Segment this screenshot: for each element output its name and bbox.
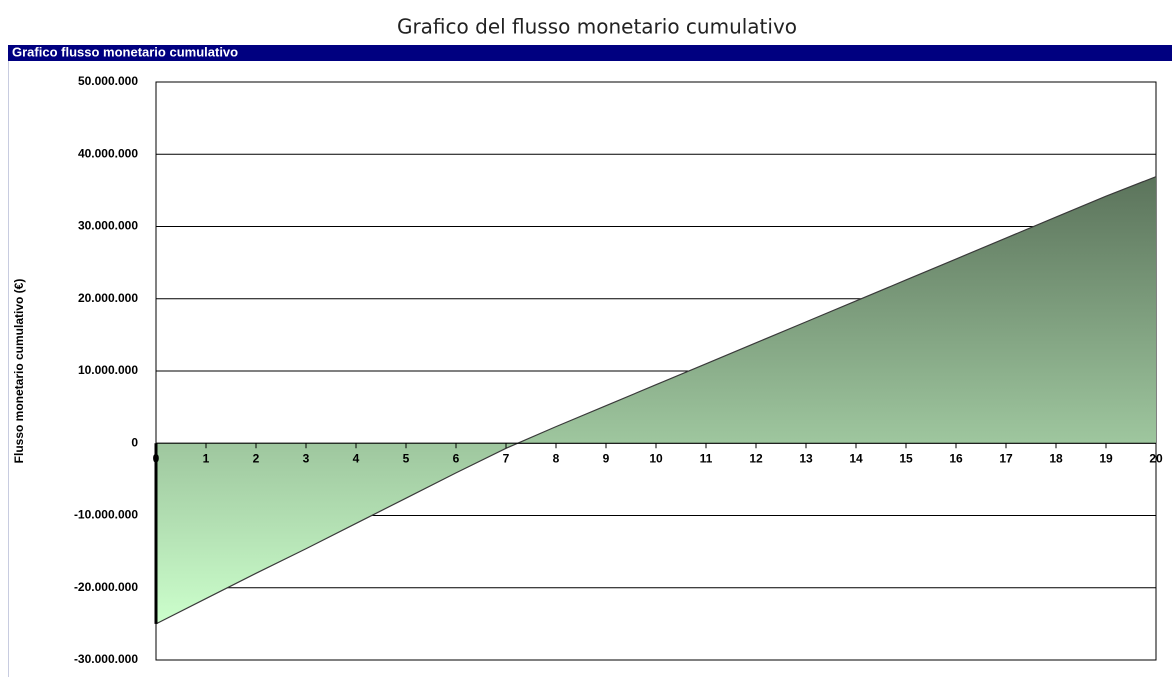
page-title: Grafico del flusso monetario cumulativo	[397, 15, 797, 39]
y-tick-label: -10.000.000	[74, 508, 138, 522]
x-tick-label: 13	[799, 451, 813, 465]
x-tick-label: 9	[603, 451, 610, 465]
y-tick-label: -20.000.000	[74, 580, 138, 594]
x-tick-label: 1	[203, 451, 210, 465]
x-tick-label: 17	[999, 451, 1013, 465]
y-tick-label: 10.000.000	[78, 363, 138, 377]
x-tick-label: 5	[403, 451, 410, 465]
x-tick-label: 14	[849, 451, 863, 465]
y-tick-label: 50.000.000	[78, 74, 138, 88]
y-tick-label: 30.000.000	[78, 219, 138, 233]
y-tick-label: -30.000.000	[74, 652, 138, 666]
x-tick-label: 10	[649, 451, 663, 465]
x-tick-label: 8	[553, 451, 560, 465]
x-tick-label: 12	[749, 451, 763, 465]
y-tick-label: 40.000.000	[78, 146, 138, 160]
x-tick-label: 7	[503, 451, 510, 465]
x-tick-label: 19	[1099, 451, 1113, 465]
title-bar	[8, 45, 1172, 61]
x-tick-label: 16	[949, 451, 963, 465]
x-tick-label: 0	[153, 451, 160, 465]
y-axis-label: Flusso monetario cumulativo (€)	[12, 279, 26, 464]
x-tick-label: 3	[303, 451, 310, 465]
y-tick-label: 0	[131, 435, 138, 449]
x-tick-label: 15	[899, 451, 913, 465]
chart-title: Grafico flusso monetario cumulativo	[12, 44, 238, 59]
x-tick-label: 20	[1149, 451, 1163, 465]
x-tick-label: 18	[1049, 451, 1063, 465]
x-tick-label: 6	[453, 451, 460, 465]
y-tick-label: 20.000.000	[78, 291, 138, 305]
x-tick-label: 4	[353, 451, 360, 465]
area-fill	[156, 176, 1156, 624]
x-tick-label: 11	[700, 451, 713, 465]
x-tick-label: 2	[253, 451, 260, 465]
line	[155, 176, 1157, 625]
